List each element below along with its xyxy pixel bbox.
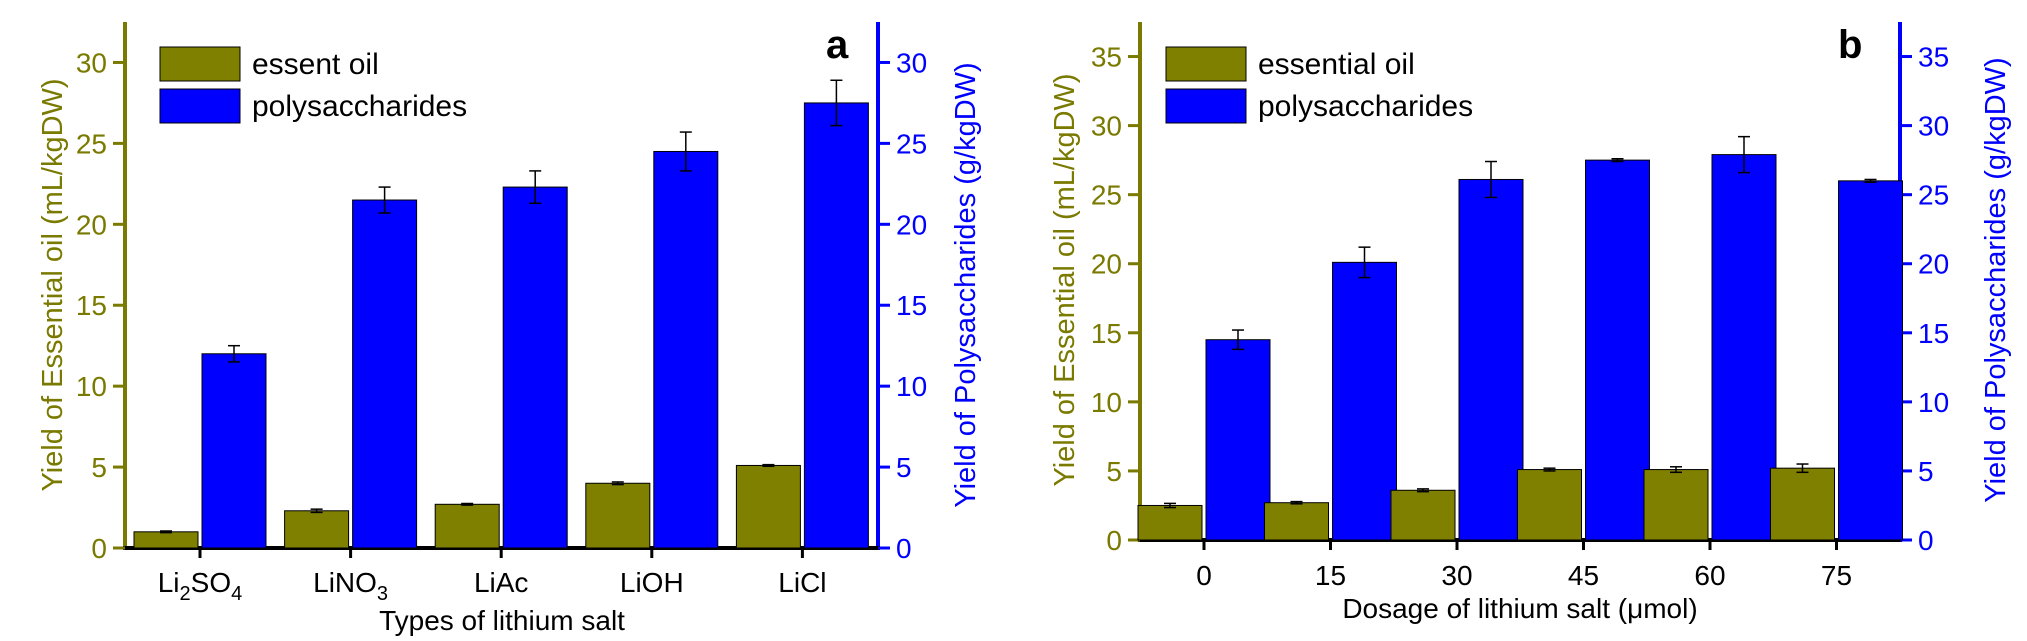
bar-oil xyxy=(1137,504,1203,541)
x-tick-label: 75 xyxy=(1821,560,1852,591)
x-tick-labels-a: Li2SO4 LiNO3 LiAc LiOH LiCl xyxy=(158,567,827,605)
right-tick-label: 5 xyxy=(896,452,912,483)
bar-polysaccharides xyxy=(1838,180,1903,541)
right-tick-label: 0 xyxy=(896,533,912,564)
left-tick-label: 35 xyxy=(1091,42,1122,73)
right-tick-label: 15 xyxy=(896,290,927,321)
left-tick-label: 5 xyxy=(1106,456,1122,487)
left-tick-label: 25 xyxy=(76,128,107,159)
bar-polysaccharides xyxy=(803,102,869,549)
right-tick-label: 30 xyxy=(1918,111,1949,142)
left-tick-label: 15 xyxy=(1091,318,1122,349)
y-axis-title-left-b: Yield of Essential oil (mL/kgDW) xyxy=(1049,73,1081,486)
legend-label-polysaccharides-a: polysaccharides xyxy=(252,90,467,123)
bar-polysaccharides xyxy=(1585,159,1650,541)
bar-oil xyxy=(284,510,350,549)
left-tick-label: 20 xyxy=(76,209,107,240)
ticks-left-b: 0 5 10 15 20 25 30 35 xyxy=(1091,42,1140,556)
left-tick-label: 15 xyxy=(76,290,107,321)
bar-polysaccharides xyxy=(1458,178,1524,541)
bar-oil xyxy=(1264,502,1329,541)
legend-swatch-essent-oil xyxy=(159,46,241,82)
left-tick-label: 0 xyxy=(1106,525,1122,556)
legend-swatch-polysaccharides-a xyxy=(159,88,241,124)
right-tick-label: 35 xyxy=(1918,42,1949,73)
bar-oil xyxy=(1390,489,1456,541)
ticks-right-b: 0 5 10 15 20 25 30 35 xyxy=(1900,42,1949,556)
x-tick-label: 15 xyxy=(1315,560,1346,591)
right-tick-label: 25 xyxy=(896,128,927,159)
x-tick-labels-b: 0 15 30 45 60 75 xyxy=(1196,560,1852,591)
bar-oil xyxy=(133,531,199,549)
x-tick-label: LiAc xyxy=(474,567,528,598)
left-tick-label: 30 xyxy=(76,47,107,78)
x-axis-title-b: Dosage of lithium salt (μmol) xyxy=(1342,593,1697,624)
bars-a xyxy=(133,79,869,558)
y-axis-title-right-a: Yield of Polysaccharides (g/kgDW) xyxy=(950,62,982,507)
left-tick-label: 25 xyxy=(1091,180,1122,211)
x-tick-label: 0 xyxy=(1196,560,1212,591)
x-tick-label: LiCl xyxy=(778,567,826,598)
left-tick-label: 10 xyxy=(76,371,107,402)
x-tick-label: LiOH xyxy=(620,567,684,598)
y-axis-title-right-b: Yield of Polysaccharides (g/kgDW) xyxy=(1980,57,2012,502)
panel-b: 0 5 10 15 20 25 30 35 0 5 10 15 20 25 30 35 0 15 30 45 60 7… xyxy=(1049,22,2012,624)
bar-oil xyxy=(1643,469,1709,541)
right-tick-label: 15 xyxy=(1918,318,1949,349)
legend-label-polysaccharides-b: polysaccharides xyxy=(1258,90,1473,123)
right-tick-label: 25 xyxy=(1918,180,1949,211)
bar-polysaccharides xyxy=(1332,261,1397,541)
x-tick-label: 60 xyxy=(1694,560,1725,591)
legend-label-essent-oil: essent oil xyxy=(252,48,379,81)
panel-label-a: a xyxy=(826,23,849,67)
panel-label-b: b xyxy=(1838,23,1862,67)
bar-polysaccharides xyxy=(201,353,267,549)
bars-b xyxy=(1137,135,1903,550)
panel-a: 0 5 10 15 20 25 30 0 5 10 15 20 25 30 Li2SO4 LiNO3 LiA… xyxy=(37,22,982,636)
legend-label-essential-oil: essential oil xyxy=(1258,48,1415,81)
right-tick-label: 10 xyxy=(1918,387,1949,418)
bar-oil xyxy=(434,503,500,549)
legend-swatch-essential-oil xyxy=(1165,46,1247,82)
bar-polysaccharides xyxy=(1205,339,1271,541)
right-tick-label: 30 xyxy=(896,47,927,78)
x-tick-label: Li2SO4 xyxy=(158,567,243,605)
right-tick-label: 5 xyxy=(1918,456,1934,487)
x-axis-title-a: Types of lithium salt xyxy=(379,605,625,636)
x-tick-label: LiNO3 xyxy=(313,567,388,605)
left-tick-label: 20 xyxy=(1091,249,1122,280)
right-tick-label: 0 xyxy=(1918,525,1934,556)
ticks-right-a: 0 5 10 15 20 25 30 xyxy=(878,47,927,564)
x-tick-label: 45 xyxy=(1568,560,1599,591)
bar-polysaccharides xyxy=(502,186,568,549)
left-tick-label: 30 xyxy=(1091,111,1122,142)
bar-polysaccharides xyxy=(653,150,719,549)
bar-oil xyxy=(1517,469,1582,541)
bar-oil xyxy=(735,464,801,549)
left-tick-label: 0 xyxy=(91,533,107,564)
bar-oil xyxy=(1770,467,1835,541)
bar-polysaccharides xyxy=(352,199,418,549)
left-tick-label: 5 xyxy=(91,452,107,483)
ticks-left-a: 0 5 10 15 20 25 30 xyxy=(76,47,125,564)
x-tick-label: 30 xyxy=(1441,560,1472,591)
right-tick-label: 10 xyxy=(896,371,927,402)
left-tick-label: 10 xyxy=(1091,387,1122,418)
bar-polysaccharides xyxy=(1711,154,1777,541)
right-tick-label: 20 xyxy=(896,209,927,240)
bar-oil xyxy=(585,482,651,549)
y-axis-title-left-a: Yield of Essential oil (mL/kgDW) xyxy=(37,78,69,491)
legend-swatch-polysaccharides-b xyxy=(1165,88,1247,124)
right-tick-label: 20 xyxy=(1918,249,1949,280)
